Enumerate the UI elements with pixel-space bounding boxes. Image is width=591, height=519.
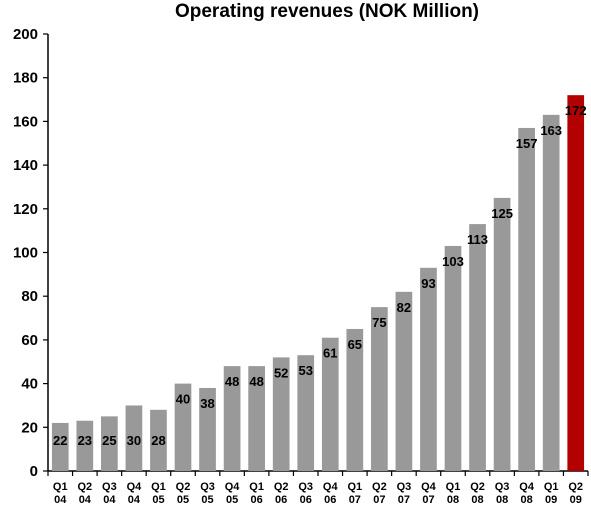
bar <box>420 267 437 471</box>
y-tick-label: 180 <box>13 70 38 87</box>
bar <box>223 366 241 471</box>
data-label: 28 <box>151 433 165 448</box>
bar <box>272 357 290 471</box>
x-tick-label: Q4 05 <box>225 481 241 506</box>
x-tick-label: Q4 07 <box>421 481 437 506</box>
y-tick-label: 160 <box>13 113 38 130</box>
chart-title: Operating revenues (NOK Million) <box>175 1 479 22</box>
bar <box>346 328 364 471</box>
x-tick-label: Q2 04 <box>77 481 92 506</box>
data-label: 22 <box>53 433 67 448</box>
data-label: 172 <box>565 103 587 118</box>
bar <box>542 114 560 471</box>
x-tick-label: Q3 04 <box>102 481 117 506</box>
bar <box>395 291 413 471</box>
y-tick-label: 20 <box>21 419 38 436</box>
x-tick-label: Q3 07 <box>397 481 412 506</box>
x-tick-label: Q3 08 <box>495 481 510 506</box>
bar <box>76 420 94 471</box>
data-label: 75 <box>372 315 386 330</box>
y-tick-label: 80 <box>21 288 38 305</box>
x-axis: Q1 04 Q2 04 Q3 04 Q4 04 Q1 05 Q2 05 Q3 05 Q4 05 Q1 06 Q2 06… <box>47 470 589 506</box>
x-tick-label: Q1 07 <box>347 481 362 506</box>
bar <box>125 405 143 471</box>
y-tick-label: 100 <box>13 245 38 262</box>
x-tick-label: Q4 06 <box>323 481 339 506</box>
bar <box>371 307 388 471</box>
x-tick-label: Q2 06 <box>274 481 289 506</box>
bar <box>297 355 315 471</box>
data-label: 61 <box>323 346 337 361</box>
bar <box>321 337 339 471</box>
data-label: 93 <box>421 276 435 291</box>
x-tick-label: Q2 07 <box>372 481 387 506</box>
bar <box>248 366 265 471</box>
data-label: 48 <box>249 374 263 389</box>
data-label: 163 <box>540 123 562 138</box>
data-label: 48 <box>225 374 239 389</box>
data-labels: 22 23 25 30 28 40 38 48 48 52 53 61 65 75 82 93 10311312… <box>53 103 587 448</box>
y-tick-label: 120 <box>13 201 38 218</box>
data-label: 157 <box>516 136 538 151</box>
bars <box>51 95 585 472</box>
bar <box>199 387 216 471</box>
bar <box>174 383 192 471</box>
x-tick-label: Q1 06 <box>249 481 264 506</box>
data-label: 23 <box>78 433 92 448</box>
data-label: 52 <box>274 365 288 380</box>
y-tick-label: 200 <box>13 26 38 43</box>
data-label: 30 <box>127 433 141 448</box>
y-tick-label: 40 <box>21 376 38 393</box>
data-label: 113 <box>467 232 488 247</box>
x-tick-label: Q2 08 <box>470 481 485 506</box>
x-tick-label: Q1 09 <box>544 481 559 506</box>
bar <box>444 245 462 471</box>
data-label: 65 <box>348 337 362 352</box>
y-axis: 0 20 40 60 80 100 120 140 160 180 200 <box>13 26 49 480</box>
x-tick-label: Q4 04 <box>127 481 143 506</box>
bar <box>518 127 535 471</box>
data-label: 25 <box>102 433 116 448</box>
bar <box>567 95 585 472</box>
data-label: 103 <box>442 254 464 269</box>
bar <box>493 197 511 471</box>
y-tick-label: 0 <box>30 463 38 480</box>
bar <box>150 409 167 471</box>
x-tick-label: Q1 04 <box>53 481 68 506</box>
x-tick-label: Q4 08 <box>519 481 535 506</box>
x-tick-label: Q3 06 <box>298 481 313 506</box>
bar <box>51 422 69 471</box>
data-label: 53 <box>298 363 312 378</box>
y-tick-label: 140 <box>13 157 38 174</box>
data-label: 40 <box>176 392 190 407</box>
x-tick-label: Q2 09 <box>568 481 583 506</box>
data-label: 82 <box>397 300 411 315</box>
x-tick-label: Q1 05 <box>151 481 166 506</box>
x-tick-label: Q2 05 <box>176 481 191 506</box>
x-tick-label: Q3 05 <box>200 481 215 506</box>
bar <box>469 224 486 471</box>
x-tick-label: Q1 08 <box>446 481 461 506</box>
data-label: 125 <box>491 206 513 221</box>
y-tick-label: 60 <box>21 332 38 349</box>
bar <box>101 416 118 471</box>
data-label: 38 <box>200 396 214 411</box>
